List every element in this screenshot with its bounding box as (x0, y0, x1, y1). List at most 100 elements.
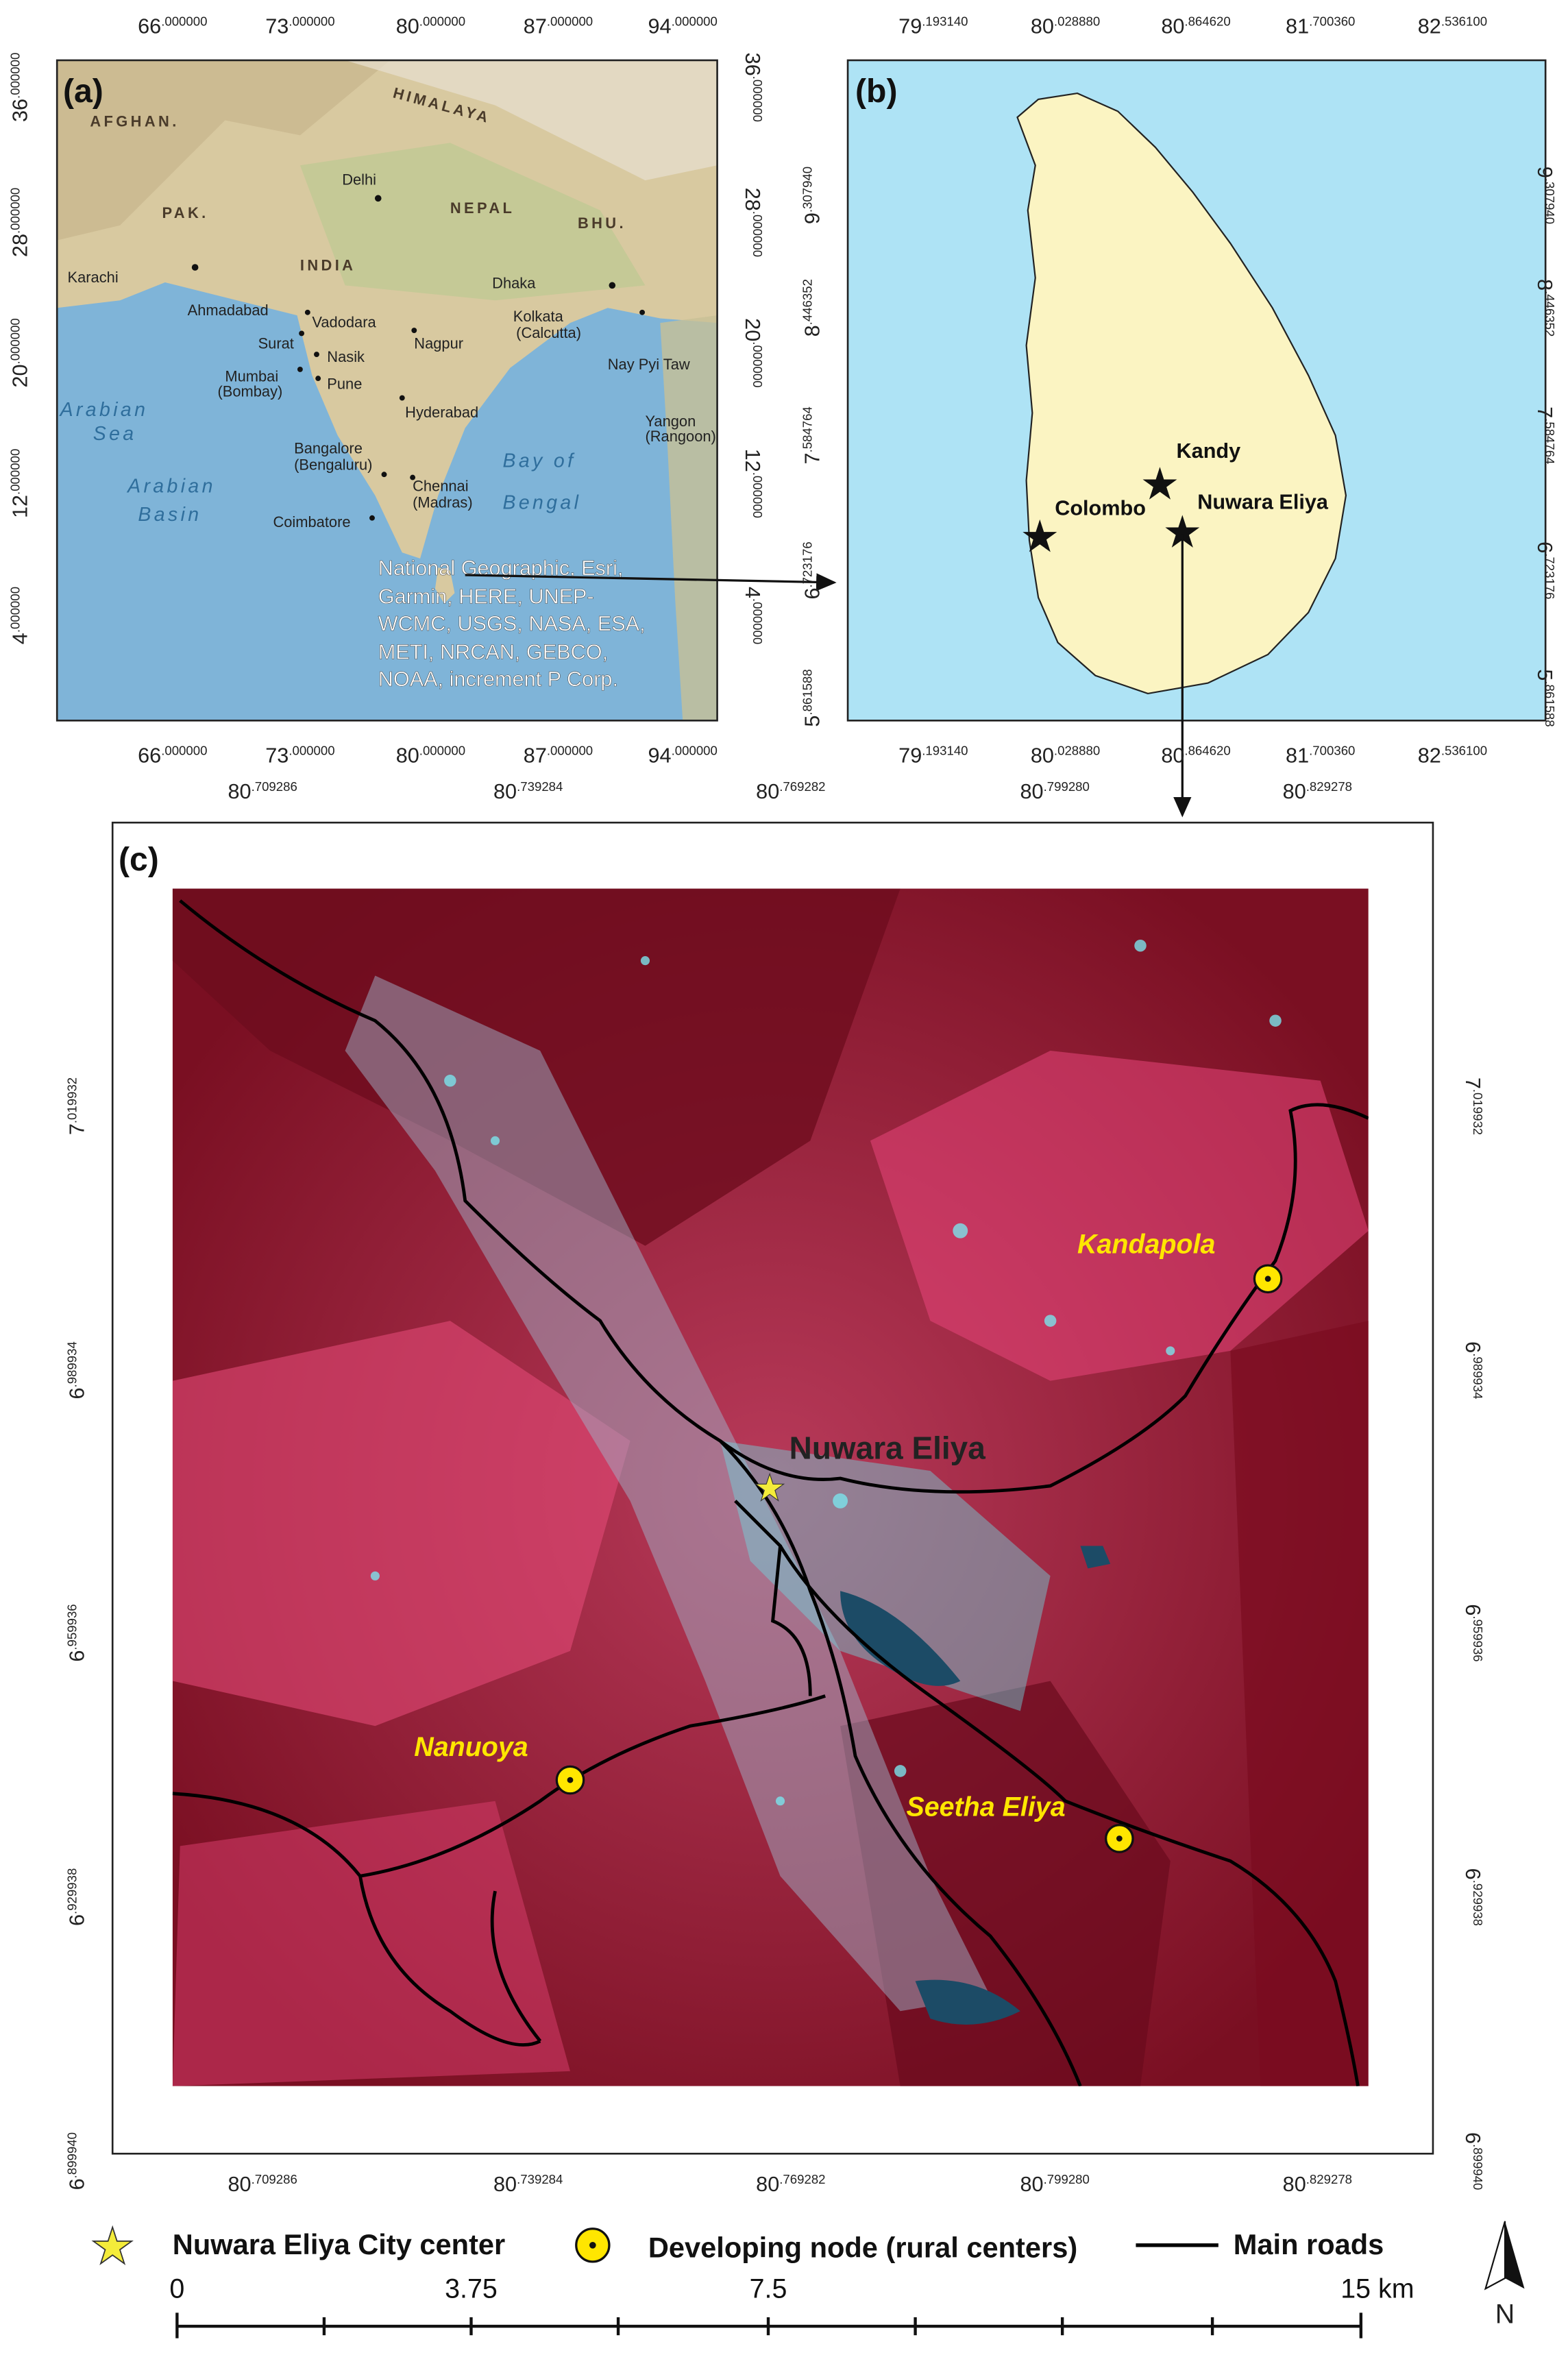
mountains (345, 60, 718, 181)
place: (Bombay) (217, 382, 282, 400)
coordinate-label: 6.723176 (1533, 541, 1557, 599)
place: Nuwara Eliya (1197, 491, 1329, 514)
coordinate-label: 28.000000 (741, 188, 765, 257)
coordinate-label: 7.019932 (1461, 1077, 1485, 1135)
place: INDIA (300, 256, 356, 273)
legend-node-dot (589, 2241, 596, 2249)
star (1142, 467, 1177, 500)
coordinate-label: 80.739284 (493, 2172, 563, 2196)
place: (Calcutta) (516, 324, 581, 341)
b-markers (1022, 467, 1200, 552)
coordinate-label: 94.000000 (648, 744, 718, 768)
north-label: N (1495, 2299, 1515, 2330)
coordinate-label: 9.307940 (800, 167, 824, 224)
sri-lanka (1016, 92, 1347, 695)
coordinate-label: 82.536100 (1418, 14, 1487, 38)
coordinate-label: 80.829278 (1283, 2172, 1352, 2196)
place: Nay Pyi Taw (608, 356, 690, 373)
scale-label: 15 km (1340, 2273, 1414, 2304)
place: AFGHAN. (90, 112, 179, 130)
star (1022, 519, 1057, 552)
coordinate-label: 79.193140 (898, 744, 968, 768)
place: (Rangoon) (645, 428, 715, 445)
coordinate-label: 36.000000 (741, 53, 765, 122)
place: Colombo (1055, 496, 1146, 520)
coordinate-label: 36.000000 (8, 53, 32, 122)
coordinate-label: 80.739284 (493, 779, 563, 803)
place: Coimbatore (273, 513, 350, 530)
panel-label: (c) (119, 841, 159, 878)
place: Karachi (68, 269, 119, 286)
coordinate-label: 6.959936 (65, 1604, 89, 1661)
legend-star (91, 2225, 134, 2266)
coordinate-label: 7.584764 (800, 406, 824, 464)
place: (Bengaluru) (294, 456, 372, 474)
coordinate-label: 6.929938 (65, 1868, 89, 1926)
scale-label: 0 (169, 2273, 184, 2304)
coordinate-label: 9.307940 (1533, 167, 1557, 224)
coordinate-label: 66.000000 (138, 14, 207, 38)
coordinate-label: 6.959936 (1461, 1604, 1485, 1661)
coordinate-label: 5.861588 (800, 669, 824, 727)
place: BHU. (578, 215, 626, 232)
coordinate-label: 66.000000 (138, 744, 207, 768)
legend-label: Main roads (1234, 2228, 1384, 2260)
city-dots (191, 195, 646, 521)
coordinate-label: 7.584764 (1533, 406, 1557, 464)
satellite-image (172, 888, 1369, 2086)
coordinate-label: 94.000000 (648, 14, 718, 38)
sea-label: Bengal (502, 492, 581, 514)
coordinate-label: 80.028880 (1031, 14, 1100, 38)
coordinate-label: 87.000000 (524, 744, 593, 768)
coordinate-label: 87.000000 (524, 14, 593, 38)
coordinate-label: 6.929938 (1461, 1868, 1485, 1926)
scale-label: 7.5 (750, 2273, 787, 2304)
coordinate-label: 80.799280 (1020, 2172, 1090, 2196)
coordinate-label: 6.899940 (65, 2132, 89, 2190)
attribution: National Geographic, Esri, Garmin, HERE,… (378, 557, 645, 692)
attribution-line: METI, NRCAN, GEBCO, (378, 641, 608, 664)
place: Nasik (327, 348, 365, 365)
place: Ahmadabad (188, 302, 269, 319)
sea-label: Bay of (502, 450, 576, 472)
panel-label: (b) (855, 73, 898, 110)
coordinate-label: 80.000000 (396, 14, 465, 38)
city-center (754, 1472, 785, 1502)
coordinate-label: 4.000000 (8, 587, 32, 644)
node-label: Seetha Eliya (906, 1792, 1065, 1822)
sea-label: Arabian (59, 399, 149, 421)
coordinate-label: 81.700360 (1286, 744, 1355, 768)
coordinate-label: 6.989934 (1461, 1341, 1485, 1399)
coordinate-label: 8.446352 (1533, 279, 1557, 337)
coordinate-label: 80.000000 (396, 744, 465, 768)
coordinate-label: 79.193140 (898, 14, 968, 38)
place: Yangon (645, 413, 696, 430)
scale-bar: 0 3.75 7.5 15 km (169, 2273, 1414, 2339)
coordinate-label: 80.709286 (228, 2172, 297, 2196)
coordinate-label: 80.799280 (1020, 779, 1090, 803)
legend: Nuwara Eliya City center Developing node… (91, 2225, 1384, 2266)
coordinate-label: 80.709286 (228, 779, 297, 803)
coordinate-label: 80.829278 (1283, 779, 1352, 803)
plains (299, 143, 646, 301)
attribution-line: Garmin, HERE, UNEP- (378, 585, 594, 609)
legend-label: Nuwara Eliya City center (173, 2228, 505, 2260)
attribution-line: NOAA, increment P Corp. (378, 668, 618, 691)
sea-label: Arabian (126, 476, 216, 498)
coordinate-label: 20.000000 (741, 318, 765, 387)
city-label: Nuwara Eliya (789, 1430, 986, 1466)
sri-lanka-small (434, 567, 455, 604)
coordinate-ticks: 66.000000 66.000000 73.000000 73.000000 80.0… (8, 14, 1557, 2196)
place: NEPAL (450, 199, 515, 217)
coordinate-label: 73.000000 (265, 744, 334, 768)
arrow (465, 573, 837, 591)
place: Vadodara (312, 314, 376, 331)
sea-label: Sea (93, 423, 137, 445)
roads (172, 899, 1369, 2086)
place: (Madras) (413, 493, 473, 511)
land (57, 60, 718, 559)
place: Delhi (342, 171, 376, 188)
panel-c: (c) (111, 821, 1434, 2155)
